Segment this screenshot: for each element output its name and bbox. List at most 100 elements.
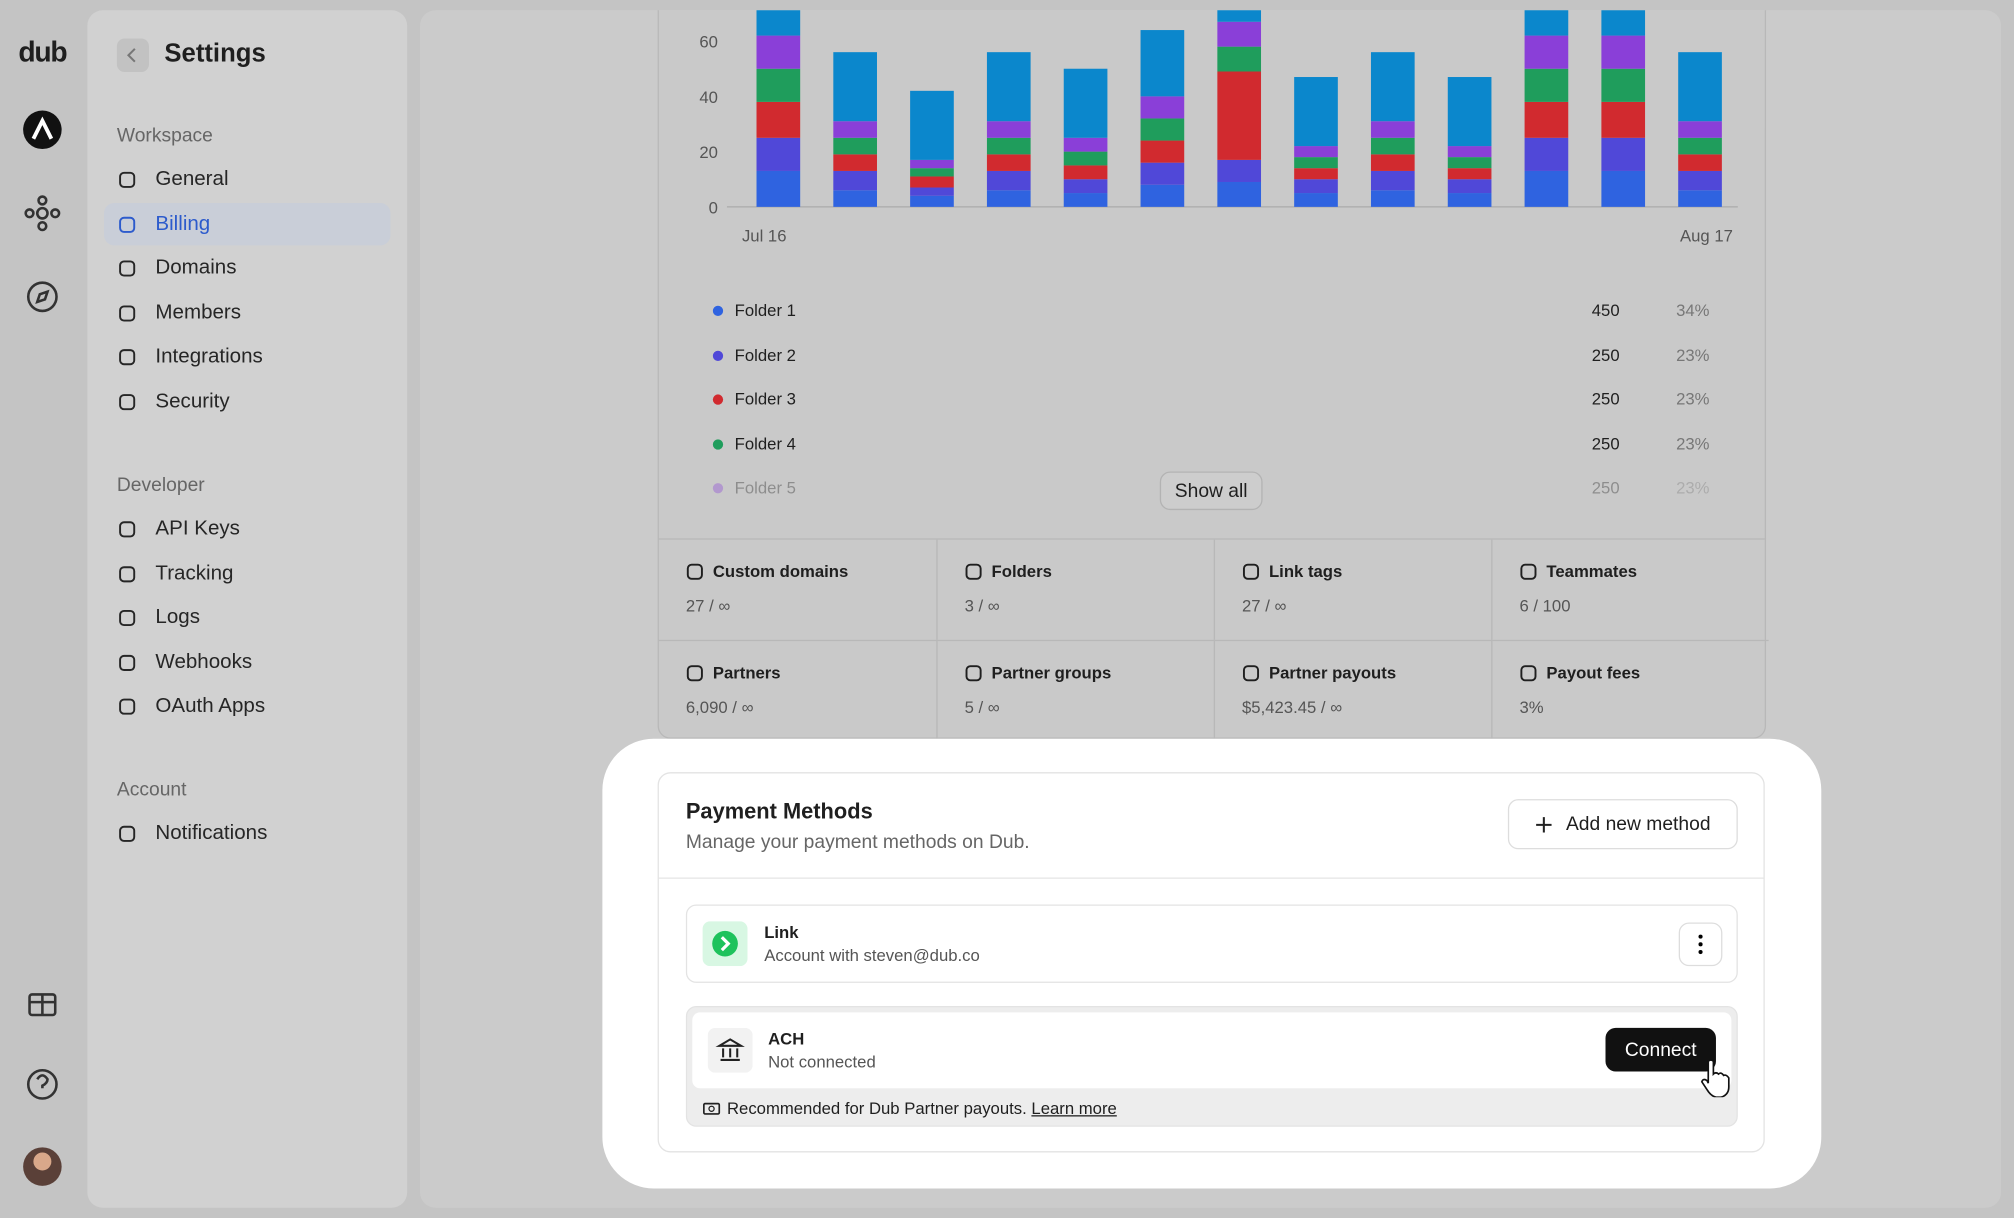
bar-segment bbox=[1140, 140, 1185, 163]
icon bbox=[119, 171, 136, 188]
ach-row: ACH Not connected Connect bbox=[692, 1012, 1732, 1089]
stats-grid: Custom domains 27 / ∞ Folders 3 / ∞ Link tag… bbox=[658, 538, 1769, 741]
method-name: Link bbox=[764, 922, 799, 942]
bar-segment bbox=[1678, 190, 1722, 207]
nav-item[interactable]: Billing bbox=[104, 202, 391, 245]
payment-subtitle: Manage your payment methods on Dub. bbox=[685, 831, 1030, 854]
bar-segment bbox=[1524, 10, 1569, 36]
bar-segment bbox=[833, 137, 877, 155]
stat-cell: Teammates 6 / 100 bbox=[1491, 539, 1768, 640]
icon-shape bbox=[1242, 665, 1260, 682]
bar-segment bbox=[986, 121, 1031, 138]
stat-value: 5 / ∞ bbox=[964, 697, 1000, 717]
nav-item[interactable]: OAuth Apps bbox=[104, 685, 390, 727]
nav-item[interactable]: Webhooks bbox=[104, 641, 390, 683]
bar-segment bbox=[1370, 170, 1415, 191]
bar-segment bbox=[833, 190, 877, 207]
show-all-button[interactable]: Show all bbox=[1159, 471, 1263, 511]
bar-segment bbox=[756, 68, 801, 102]
icon bbox=[119, 654, 136, 671]
bar-segment bbox=[986, 154, 1031, 171]
legend-total: 250 bbox=[1591, 389, 1620, 409]
nav-item[interactable]: Domains bbox=[104, 247, 390, 289]
bar-segment bbox=[1447, 146, 1492, 158]
partners-icon[interactable] bbox=[35, 206, 49, 220]
legend-name: Folder 3 bbox=[734, 389, 796, 409]
bar-segment bbox=[833, 121, 877, 138]
stat-value: 27 / ∞ bbox=[1242, 596, 1287, 616]
legend-row[interactable]: Folder 1 450 34% bbox=[659, 298, 1766, 324]
icon bbox=[119, 565, 136, 582]
bar-segment bbox=[1447, 168, 1492, 180]
help-icon[interactable] bbox=[26, 1068, 58, 1100]
y-tick-label: 20 bbox=[699, 143, 718, 162]
nav-label: OAuth Apps bbox=[155, 695, 266, 718]
y-tick-label: 40 bbox=[699, 88, 718, 107]
logo[interactable]: dub bbox=[18, 35, 67, 69]
bar-segment bbox=[1217, 46, 1262, 72]
legend-dot bbox=[712, 305, 724, 317]
nav-item[interactable]: Logs bbox=[104, 596, 390, 638]
nav-item[interactable]: Tracking bbox=[104, 552, 390, 594]
stat-value: 6 / 100 bbox=[1519, 596, 1571, 616]
nav-item[interactable]: General bbox=[104, 158, 390, 200]
bar-segment bbox=[1294, 168, 1338, 180]
bar-segment bbox=[756, 35, 801, 69]
legend-row[interactable]: Folder 4 250 23% bbox=[659, 431, 1766, 457]
legend-total: 250 bbox=[1591, 344, 1620, 365]
bar-segment bbox=[910, 159, 954, 169]
method-detail: Account with steven@dub.co bbox=[764, 945, 980, 965]
bar-segment bbox=[1140, 162, 1185, 185]
payment-title: Payment Methods bbox=[685, 799, 873, 824]
icon-shape bbox=[119, 216, 136, 233]
method-detail: Not connected bbox=[768, 1052, 876, 1072]
bar-segment bbox=[756, 170, 801, 207]
stat-cell: Partner payouts $5,423.45 / ∞ bbox=[1213, 639, 1492, 741]
workspace-icon[interactable] bbox=[23, 110, 62, 150]
bar-segment bbox=[910, 176, 954, 188]
legend-name: Folder 1 bbox=[734, 300, 796, 320]
bar-segment bbox=[986, 137, 1031, 155]
add-method-button[interactable]: Add new method bbox=[1507, 799, 1738, 850]
learn-more-link[interactable]: Learn more bbox=[1031, 1098, 1117, 1118]
legend-row[interactable]: Folder 3 250 23% bbox=[659, 387, 1766, 413]
icon bbox=[1242, 563, 1260, 580]
link-logo bbox=[702, 921, 748, 967]
y-tick-label: 0 bbox=[709, 198, 718, 217]
stat-cell: Partner groups 5 / ∞ bbox=[936, 639, 1214, 741]
legend-dot bbox=[712, 438, 724, 450]
bar-segment bbox=[833, 154, 877, 171]
bar-segment bbox=[1294, 146, 1338, 158]
bar-segment bbox=[1140, 118, 1185, 141]
bar-segment bbox=[1217, 10, 1262, 22]
nav-item[interactable]: Security bbox=[104, 380, 390, 422]
bar-segment bbox=[1447, 193, 1492, 207]
icon-shape bbox=[119, 610, 136, 627]
icon bbox=[119, 825, 136, 842]
nav-label: General bbox=[155, 168, 229, 191]
icon bbox=[119, 610, 136, 627]
nav-item[interactable]: Members bbox=[104, 291, 390, 333]
payment-card: Payment Methods Manage your payment meth… bbox=[657, 772, 1765, 1153]
icon bbox=[119, 305, 136, 322]
stat-cell: Partners 6,090 / ∞ bbox=[658, 639, 937, 740]
icon-shape bbox=[965, 665, 982, 682]
back-button[interactable] bbox=[116, 38, 149, 72]
nav-item[interactable]: Integrations bbox=[104, 336, 390, 378]
explore-icon[interactable] bbox=[26, 281, 58, 313]
icon bbox=[119, 699, 136, 716]
legend-row[interactable]: Folder 2 250 23% bbox=[659, 342, 1766, 368]
bar-segment bbox=[1140, 96, 1185, 119]
more-button[interactable] bbox=[1678, 922, 1723, 967]
connect-button[interactable]: Connect bbox=[1605, 1027, 1716, 1072]
icon bbox=[965, 563, 982, 580]
bar-segment bbox=[1063, 68, 1108, 138]
icon-shape bbox=[119, 565, 136, 582]
legend-row[interactable]: Folder 5 250 23% bbox=[659, 475, 1766, 501]
rail-icons bbox=[23, 110, 62, 1186]
nav-label: API Keys bbox=[155, 517, 240, 540]
legend-total: 250 bbox=[1591, 433, 1620, 453]
nav-item[interactable]: Notifications bbox=[104, 812, 390, 854]
bar-segment bbox=[1217, 21, 1262, 47]
nav-item[interactable]: API Keys bbox=[104, 507, 390, 549]
